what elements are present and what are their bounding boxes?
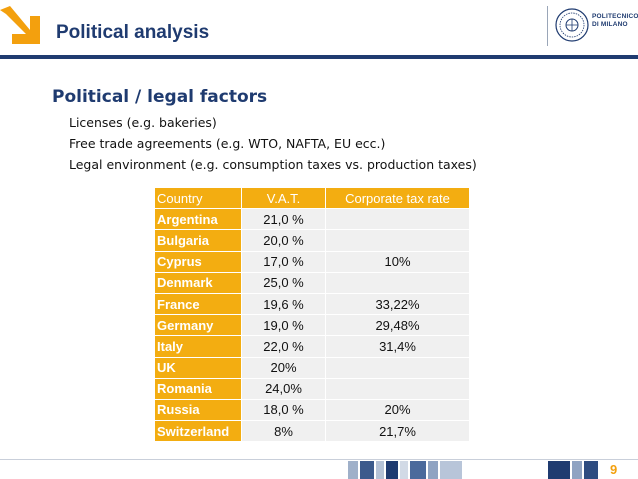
bullet-item: Licenses (e.g. bakeries)	[69, 115, 217, 130]
table-row: Switzerland 8% 21,7%	[154, 420, 470, 443]
country-cell: Argentina	[154, 208, 242, 231]
country-cell: Italy	[154, 335, 242, 358]
table-row: Russia 18,0 % 20%	[154, 398, 470, 422]
column-header-vat: V.A.T.	[241, 186, 326, 210]
corporate-tax-cell: 10%	[325, 250, 470, 273]
table-header-row: Country V.A.T. Corporate tax rate	[154, 186, 470, 210]
corporate-tax-cell: 33,22%	[325, 292, 470, 316]
country-cell: Switzerland	[154, 420, 242, 443]
slide-header: Political analysis POLITECNICO DI MILANO	[0, 0, 638, 62]
vat-cell: 18,0 %	[241, 398, 326, 422]
header-divider	[547, 6, 548, 46]
orange-arrow-logo-icon	[0, 6, 40, 44]
country-cell: Denmark	[154, 271, 242, 294]
vat-cell: 8%	[241, 420, 326, 443]
corporate-tax-cell	[325, 271, 470, 294]
corporate-tax-cell: 21,7%	[325, 420, 470, 443]
country-cell: UK	[154, 356, 242, 379]
country-cell: Russia	[154, 398, 242, 422]
corporate-tax-cell: 20%	[325, 398, 470, 422]
corporate-tax-cell	[325, 208, 470, 231]
vat-cell: 20%	[241, 356, 326, 379]
corporate-tax-cell: 29,48%	[325, 314, 470, 337]
table-row: Cyprus 17,0 % 10%	[154, 250, 470, 273]
vat-cell: 20,0 %	[241, 229, 326, 252]
bullet-item: Legal environment (e.g. consumption taxe…	[69, 157, 477, 172]
university-seal-icon	[555, 8, 589, 42]
corporate-tax-cell: 31,4%	[325, 335, 470, 358]
tax-rates-table: Country V.A.T. Corporate tax rate Argent…	[154, 186, 470, 443]
page-title: Political analysis	[56, 22, 210, 43]
vat-cell: 17,0 %	[241, 250, 326, 273]
footer-decorative-bars	[0, 459, 638, 479]
column-header-corporate-tax: Corporate tax rate	[325, 186, 470, 210]
country-cell: Romania	[154, 377, 242, 400]
table-row: Germany 19,0 % 29,48%	[154, 314, 470, 337]
corporate-tax-cell	[325, 356, 470, 379]
page-number: 9	[610, 462, 618, 477]
table-row: France 19,6 % 33,22%	[154, 292, 470, 316]
institution-line-2: DI MILANO	[592, 21, 628, 28]
corporate-tax-cell	[325, 229, 470, 252]
table-row: Denmark 25,0 %	[154, 271, 470, 294]
table-row: Bulgaria 20,0 %	[154, 229, 470, 252]
country-cell: Bulgaria	[154, 229, 242, 252]
institution-line-1: POLITECNICO	[592, 13, 638, 20]
country-cell: Germany	[154, 314, 242, 337]
title-underline	[0, 55, 638, 59]
table-row: UK 20%	[154, 356, 470, 379]
country-cell: Cyprus	[154, 250, 242, 273]
table-row: Romania 24,0%	[154, 377, 470, 400]
vat-cell: 21,0 %	[241, 208, 326, 231]
country-cell: France	[154, 292, 242, 316]
vat-cell: 19,6 %	[241, 292, 326, 316]
section-title: Political / legal factors	[52, 87, 268, 107]
bullet-item: Free trade agreements (e.g. WTO, NAFTA, …	[69, 136, 386, 151]
vat-cell: 19,0 %	[241, 314, 326, 337]
vat-cell: 22,0 %	[241, 335, 326, 358]
bullet-list: Licenses (e.g. bakeries) Free trade agre…	[69, 112, 477, 175]
institution-name: POLITECNICO DI MILANO	[592, 13, 638, 29]
vat-cell: 25,0 %	[241, 271, 326, 294]
table-row: Italy 22,0 % 31,4%	[154, 335, 470, 358]
corporate-tax-cell	[325, 377, 470, 400]
table-row: Argentina 21,0 %	[154, 208, 470, 231]
column-header-country: Country	[154, 186, 242, 210]
vat-cell: 24,0%	[241, 377, 326, 400]
